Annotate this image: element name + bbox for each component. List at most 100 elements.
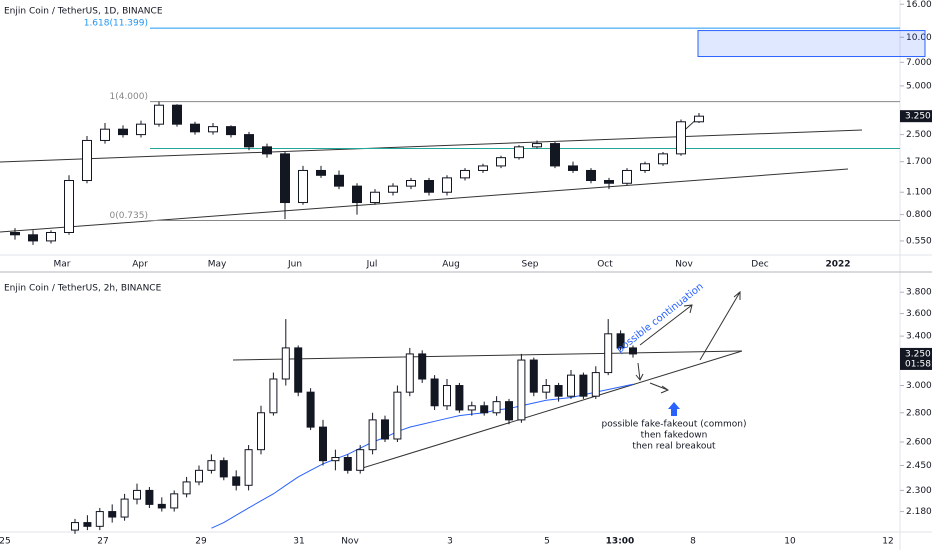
candle-body	[207, 460, 216, 471]
candle-body	[352, 185, 362, 204]
candle-body	[443, 385, 451, 407]
y-tick-label: 3.400	[906, 332, 932, 342]
candle-body	[28, 234, 38, 242]
candle-body	[219, 460, 228, 478]
x-tick-label: 27	[97, 537, 108, 547]
candle-body	[529, 359, 538, 393]
candle-body	[676, 121, 686, 155]
price-label: 3.250	[905, 349, 931, 359]
chart-title: Enjin Coin / TetherUS, 2h, BINANCE	[4, 284, 162, 294]
candle-body	[95, 511, 104, 527]
candle-body	[262, 146, 272, 155]
y-tick-label: 16.000	[906, 0, 932, 10]
candle-body	[568, 165, 578, 171]
candle-body	[10, 231, 20, 236]
x-tick-label: Nov	[341, 537, 359, 547]
candle-body	[83, 522, 92, 527]
y-tick-label: 7.000	[906, 58, 932, 68]
x-tick-label: 29	[195, 537, 207, 547]
x-tick-label: Jun	[287, 260, 302, 270]
candle-body	[182, 481, 191, 495]
x-tick-label: 10	[784, 537, 796, 547]
candle-body	[532, 143, 542, 148]
moving-average	[211, 383, 634, 529]
candle-body	[306, 391, 315, 428]
candle-body	[368, 419, 377, 451]
candle-body	[343, 456, 352, 471]
trendline	[232, 350, 743, 361]
candle-body	[244, 449, 253, 486]
up-arrow-icon	[668, 402, 680, 416]
price-label: 3.250	[905, 112, 931, 122]
x-tick-label: Mar	[54, 260, 71, 270]
candle-body	[172, 104, 182, 125]
candle-body	[514, 146, 524, 159]
candle-body	[604, 333, 613, 374]
candle-body	[505, 401, 513, 421]
trendline	[355, 350, 743, 471]
candle-body	[616, 333, 625, 349]
candle-body	[496, 157, 506, 167]
candle-body	[430, 378, 439, 407]
candle-body	[579, 374, 588, 397]
candle-body	[554, 385, 563, 397]
candle-body	[316, 169, 326, 176]
candle-body	[319, 426, 327, 462]
candle-body	[467, 405, 476, 411]
x-tick-label: 31	[293, 537, 304, 547]
candle-body	[455, 385, 464, 411]
x-tick-label: May	[208, 260, 227, 270]
candle-body	[157, 503, 166, 509]
candle-body	[460, 169, 470, 179]
candle-body	[629, 347, 637, 355]
candle-body	[120, 498, 129, 518]
x-tick-label: Aug	[442, 260, 460, 270]
candle-body	[393, 391, 402, 440]
y-tick-label: 1.700	[906, 157, 932, 167]
candle-body	[591, 372, 600, 397]
x-tick-label: 13:00	[606, 537, 635, 547]
x-tick-label: Sep	[522, 260, 539, 270]
candle-body	[542, 385, 551, 393]
x-tick-label: Oct	[597, 260, 613, 270]
x-tick-label: 12	[882, 537, 893, 547]
candle-body	[405, 353, 414, 393]
candle-body	[118, 128, 128, 136]
candle-body	[640, 163, 650, 171]
arrows	[635, 290, 741, 394]
y-tick-label: 5.000	[906, 81, 932, 91]
target-zone	[697, 30, 926, 58]
y-tick-label: 1.100	[906, 188, 932, 198]
candle-body	[550, 143, 560, 167]
y-tick-label: 2.500	[906, 130, 932, 140]
candle-body	[370, 191, 380, 204]
candle-body	[517, 359, 526, 421]
annotation: then real breakout	[632, 442, 716, 452]
x-tick-label: Apr	[132, 260, 148, 270]
candle-body	[108, 511, 117, 518]
candle-body	[226, 126, 236, 136]
y-tick-label: 10.000	[906, 33, 932, 43]
candle-body	[294, 347, 303, 393]
candle-body	[622, 169, 632, 184]
candle-body	[298, 169, 308, 204]
candle-body	[281, 347, 290, 380]
fib-label: 0(0.735)	[109, 211, 148, 221]
candle-body	[170, 493, 179, 509]
fib-label: 1.618(11.399)	[84, 19, 148, 29]
y-tick-label: 2.450	[906, 461, 932, 471]
trendline	[0, 129, 863, 163]
y-tick-label: 0.550	[906, 236, 932, 246]
price-label-box	[900, 110, 932, 123]
x-tick-label: 3	[447, 537, 453, 547]
x-tick-label: 5	[544, 537, 550, 547]
y-tick-label: 3.800	[906, 288, 932, 298]
candle-body	[480, 405, 489, 414]
x-tick-label: 2022	[825, 260, 850, 270]
candle-body	[381, 419, 389, 440]
candle-body	[82, 139, 92, 182]
candle-body	[145, 489, 154, 505]
candle-body	[46, 231, 56, 242]
